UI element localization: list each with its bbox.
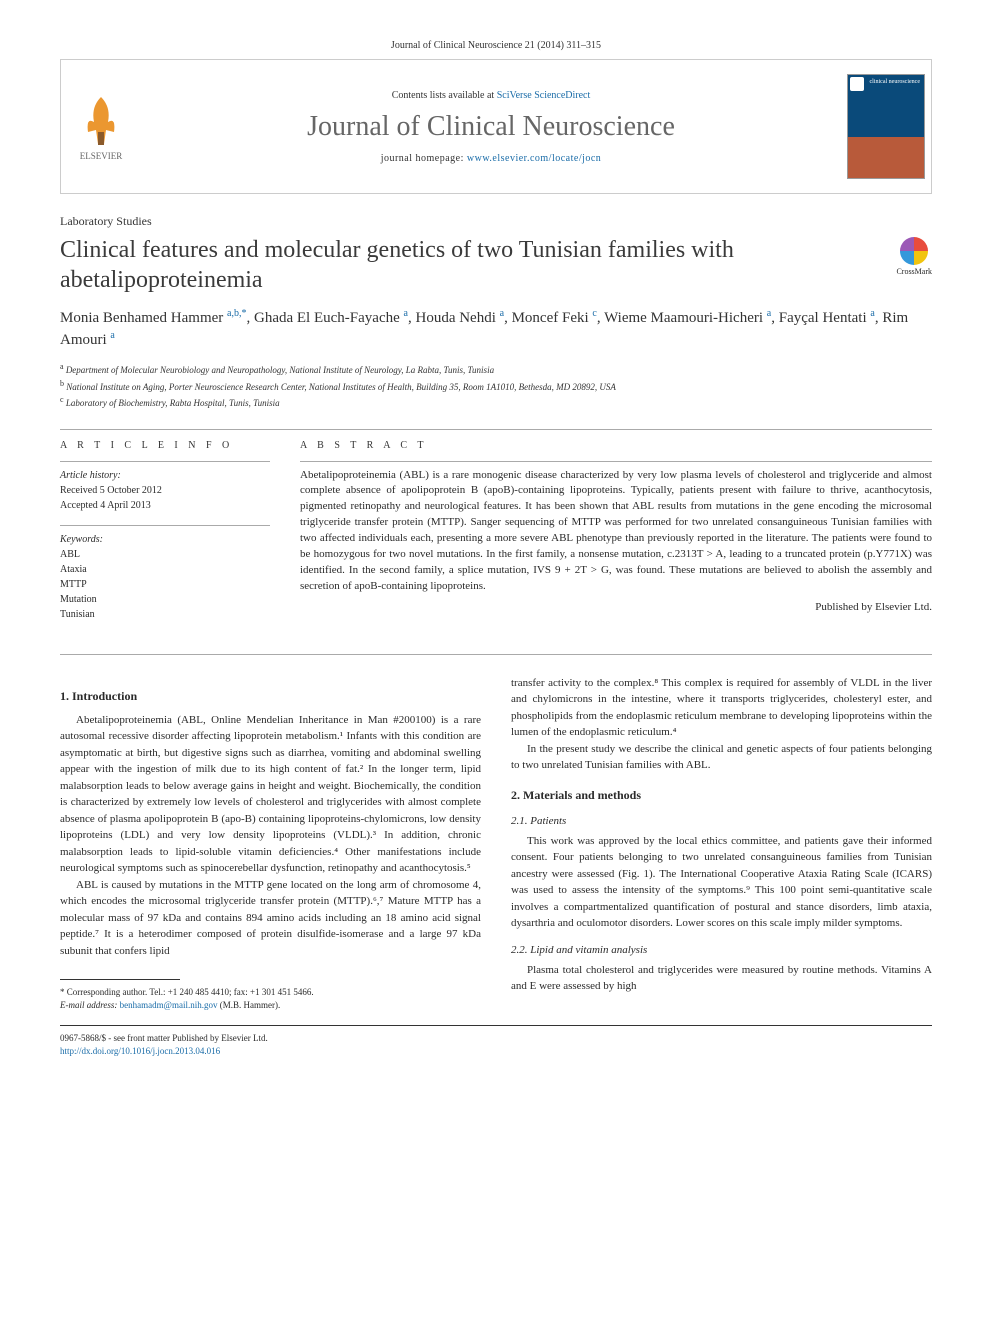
corresponding-line: * Corresponding author. Tel.: +1 240 485… [60,986,481,999]
accepted-date: Accepted 4 April 2013 [60,498,270,513]
article-type: Laboratory Studies [60,214,932,229]
section-2-heading: 2. Materials and methods [511,788,932,803]
received-date: Received 5 October 2012 [60,483,270,498]
email-name: (M.B. Hammer). [220,1000,281,1010]
cover-badge-icon [850,77,864,91]
info-abstract-row: A R T I C L E I N F O Article history: R… [60,440,932,634]
keyword: Mutation [60,592,270,607]
affiliation-c: c Laboratory of Biochemistry, Rabta Hosp… [60,394,932,411]
abstract-heading: A B S T R A C T [300,440,932,451]
body-paragraph: transfer activity to the complex.⁸ This … [511,675,932,741]
keywords-label: Keywords: [60,532,270,547]
footnote-divider [60,979,180,980]
publisher-note: Published by Elsevier Ltd. [300,601,932,613]
header-center: Contents lists available at SciVerse Sci… [141,60,841,193]
authors-line: Monia Benhamed Hammer a,b,*, Ghada El Eu… [60,307,932,351]
body-col-right: transfer activity to the complex.⁸ This … [511,675,932,1012]
body-paragraph: This work was approved by the local ethi… [511,833,932,932]
copyright-block: 0967-5868/$ - see front matter Published… [60,1032,932,1057]
email-line: E-mail address: benhamadm@mail.nih.gov (… [60,999,481,1012]
affiliation-b: b National Institute on Aging, Porter Ne… [60,378,932,395]
journal-title: Journal of Clinical Neuroscience [307,111,675,143]
cover-cell: clinical neuroscience [841,60,931,193]
aff-text: National Institute on Aging, Porter Neur… [66,382,616,392]
history-block: Article history: Received 5 October 2012… [60,461,270,513]
article-info-heading: A R T I C L E I N F O [60,440,270,451]
article-info-col: A R T I C L E I N F O Article history: R… [60,440,270,634]
cover-thumbnail: clinical neuroscience [847,74,925,179]
contents-line: Contents lists available at SciVerse Sci… [392,90,591,101]
article-title: Clinical features and molecular genetics… [60,235,932,295]
homepage-link[interactable]: www.elsevier.com/locate/jocn [467,153,601,164]
doi-link[interactable]: http://dx.doi.org/10.1016/j.jocn.2013.04… [60,1046,220,1056]
homepage-prefix: journal homepage: [381,153,467,164]
contents-prefix: Contents lists available at [392,90,497,101]
homepage-line: journal homepage: www.elsevier.com/locat… [381,153,602,164]
cover-label: clinical neuroscience [870,79,920,85]
section-1-heading: 1. Introduction [60,689,481,704]
elsevier-tree-icon [76,92,126,147]
elsevier-logo-cell: ELSEVIER [61,60,141,193]
keyword: MTTP [60,577,270,592]
sciencedirect-link[interactable]: SciVerse ScienceDirect [497,90,591,101]
section-2-1-heading: 2.1. Patients [511,815,932,827]
crossmark-badge[interactable]: CrossMark [896,237,932,276]
aff-text: Department of Molecular Neurobiology and… [66,365,494,375]
corresponding-author-footnote: * Corresponding author. Tel.: +1 240 485… [60,986,481,1011]
body-col-left: 1. Introduction Abetalipoproteinemia (AB… [60,675,481,1012]
affiliations: a Department of Molecular Neurobiology a… [60,361,932,411]
email-label: E-mail address: [60,1000,117,1010]
divider [60,654,932,655]
keyword: Ataxia [60,562,270,577]
citation-line: Journal of Clinical Neuroscience 21 (201… [60,40,932,51]
affiliation-a: a Department of Molecular Neurobiology a… [60,361,932,378]
body-paragraph: Plasma total cholesterol and triglycerid… [511,962,932,995]
keyword: Tunisian [60,607,270,622]
abstract-text: Abetalipoproteinemia (ABL) is a rare mon… [300,461,932,596]
body-paragraph: In the present study we describe the cli… [511,741,932,774]
copyright-line: 0967-5868/$ - see front matter Published… [60,1032,932,1045]
elsevier-label: ELSEVIER [80,151,123,161]
journal-header: ELSEVIER Contents lists available at Sci… [60,59,932,194]
section-2-2-heading: 2.2. Lipid and vitamin analysis [511,944,932,956]
aff-text: Laboratory of Biochemistry, Rabta Hospit… [66,398,280,408]
abstract-col: A B S T R A C T Abetalipoproteinemia (AB… [300,440,932,634]
keyword: ABL [60,547,270,562]
body-paragraph: ABL is caused by mutations in the MTTP g… [60,877,481,960]
crossmark-label: CrossMark [896,267,932,276]
bottom-divider [60,1025,932,1026]
crossmark-icon [900,237,928,265]
body-columns: 1. Introduction Abetalipoproteinemia (AB… [60,675,932,1012]
divider [60,429,932,430]
keywords-block: Keywords: ABL Ataxia MTTP Mutation Tunis… [60,525,270,622]
email-link[interactable]: benhamadm@mail.nih.gov [120,1000,218,1010]
body-paragraph: Abetalipoproteinemia (ABL, Online Mendel… [60,712,481,877]
history-label: Article history: [60,468,270,483]
